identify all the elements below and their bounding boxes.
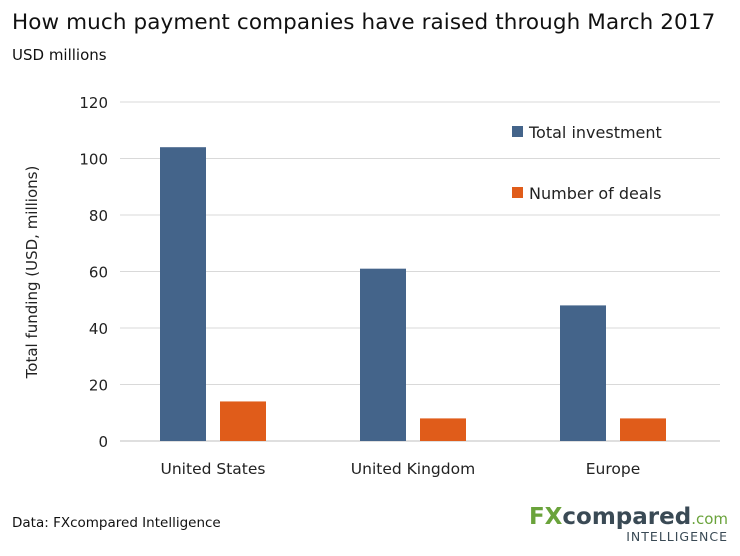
- legend-swatch: [512, 187, 523, 198]
- bar-total-investment: [360, 268, 406, 441]
- logo-compared: compared: [562, 504, 692, 530]
- data-source-note: Data: FXcompared Intelligence: [12, 515, 221, 531]
- legend-swatch: [512, 126, 523, 137]
- y-tick-label: 120: [79, 94, 108, 112]
- y-tick-label: 80: [89, 207, 108, 225]
- chart-title: How much payment companies have raised t…: [12, 10, 716, 35]
- bar-number-of-deals: [420, 418, 466, 441]
- logo-tagline: INTELLIGENCE: [626, 529, 728, 544]
- bar-total-investment: [160, 147, 206, 441]
- y-tick-label: 20: [89, 377, 108, 395]
- legend-label: Number of deals: [529, 184, 661, 203]
- x-tick-label: United States: [161, 460, 266, 478]
- y-tick-label: 60: [89, 264, 108, 282]
- y-tick-label: 40: [89, 320, 108, 338]
- logo-tld: .com: [691, 510, 728, 528]
- y-tick-label: 0: [98, 433, 108, 451]
- bar-total-investment: [560, 305, 606, 441]
- logo-wordmark: FXcompared.com: [529, 506, 728, 529]
- x-tick-label: United Kingdom: [351, 460, 475, 478]
- bar-chart: 0 20 40 60 80 100 120 Total funding (USD, milli…: [23, 94, 720, 478]
- x-tick-label: Europe: [586, 460, 641, 478]
- fxcompared-logo: FXcompared.com INTELLIGENCE: [529, 506, 728, 544]
- y-tick-label: 100: [79, 151, 108, 169]
- bar-number-of-deals: [620, 418, 666, 441]
- chart-subtitle: USD millions: [12, 46, 107, 64]
- bar-number-of-deals: [220, 401, 266, 441]
- legend-label: Total investment: [528, 123, 662, 142]
- logo-fx: FX: [528, 504, 563, 530]
- y-axis-title: Total funding (USD, millions): [23, 166, 41, 380]
